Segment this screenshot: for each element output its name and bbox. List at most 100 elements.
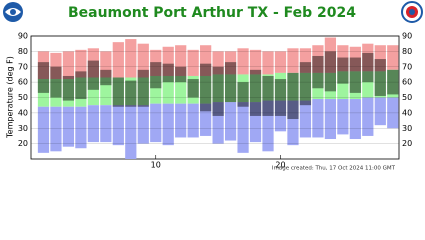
- record-high-bar: [274, 51, 287, 73]
- normal-bar: [62, 79, 75, 107]
- normal-bar: [175, 75, 187, 104]
- record-low-bar: [162, 103, 174, 146]
- record-high-bar: [262, 51, 274, 75]
- actual-bar: [387, 69, 399, 95]
- record-low-bar: [212, 102, 224, 144]
- y2-tick-label: 60: [402, 78, 412, 87]
- record-low-bar: [349, 99, 361, 140]
- y-tick-label: 30: [18, 124, 28, 133]
- actual-bar: [337, 57, 349, 84]
- normal-bar: [349, 71, 361, 100]
- normal-bar: [362, 71, 374, 98]
- y2-tick-label: 40: [402, 108, 412, 117]
- normal-bar: [274, 72, 287, 101]
- normal-bar: [112, 77, 124, 106]
- normal-bar: [200, 75, 212, 104]
- actual-bar: [75, 71, 87, 100]
- actual-bar: [150, 62, 162, 89]
- y-axis-label: Temperature (deg F): [6, 56, 15, 139]
- actual-bar: [62, 75, 75, 101]
- normal-bar: [337, 71, 349, 100]
- normal-bar: [237, 74, 249, 103]
- actual-bar: [37, 62, 50, 93]
- record-high-bar: [162, 46, 174, 76]
- record-low-bar: [187, 103, 199, 138]
- record-high-bar: [387, 45, 399, 70]
- x-tick-label: 20: [275, 161, 285, 170]
- y2-tick-label: 70: [402, 62, 412, 71]
- record-low-bar: [224, 102, 237, 141]
- record-low-bar: [75, 106, 87, 149]
- record-low-bar: [287, 100, 299, 146]
- record-high-bar: [362, 43, 374, 72]
- record-low-bar: [299, 100, 312, 138]
- y2-tick-label: 20: [402, 139, 412, 148]
- normal-bar: [87, 77, 99, 106]
- actual-bar: [50, 66, 62, 98]
- record-low-bar: [87, 105, 99, 143]
- normal-bar: [224, 74, 237, 103]
- y2-tick-label: 50: [402, 93, 412, 102]
- record-low-bar: [262, 100, 274, 152]
- record-high-bar: [312, 45, 324, 73]
- record-high-bar: [37, 51, 50, 80]
- actual-bar: [362, 52, 374, 83]
- record-high-bar: [337, 45, 349, 72]
- footer: Image created: Thu, 17 Oct 2024 11:00 GM…: [272, 166, 396, 172]
- record-high-bar: [112, 42, 124, 78]
- y-tick-label: 70: [18, 62, 28, 71]
- normal-bar: [125, 77, 137, 106]
- actual-bar: [100, 69, 112, 86]
- nws-logo: [401, 1, 423, 23]
- actual-bar: [237, 82, 249, 107]
- normal-bar: [100, 77, 112, 106]
- normal-bar: [37, 79, 50, 107]
- record-high-bar: [237, 48, 249, 75]
- record-low-bar: [337, 99, 349, 135]
- actual-bar: [224, 62, 237, 103]
- actual-bar: [162, 63, 174, 83]
- record-high-bar: [299, 48, 312, 73]
- record-high-bar: [200, 45, 212, 76]
- actual-bar: [175, 66, 187, 83]
- record-low-bar: [150, 103, 162, 143]
- normal-bar: [75, 77, 87, 107]
- normal-bar: [187, 75, 199, 104]
- record-high-bar: [249, 49, 262, 75]
- y-tick-label: 90: [18, 32, 28, 41]
- actual-bar: [299, 62, 312, 106]
- normal-bar: [50, 79, 62, 107]
- actual-bar: [262, 75, 274, 116]
- normal-bar: [374, 71, 386, 98]
- record-high-bar: [125, 39, 137, 78]
- x-tick-label: 10: [151, 161, 161, 170]
- y-tick-label: 20: [18, 139, 28, 148]
- record-high-bar: [100, 51, 112, 78]
- normal-bar: [162, 75, 174, 104]
- record-low-bar: [324, 99, 337, 140]
- normal-bar: [312, 72, 324, 100]
- actual-bar: [249, 69, 262, 116]
- record-high-bar: [150, 49, 162, 76]
- record-high-bar: [224, 51, 237, 75]
- normal-bar: [262, 74, 274, 101]
- actual-bar: [324, 51, 337, 92]
- record-low-bar: [312, 99, 324, 138]
- record-low-bar: [125, 105, 137, 159]
- record-low-bar: [62, 106, 75, 147]
- actual-bar: [112, 77, 124, 107]
- y-tick-label: 80: [18, 47, 28, 56]
- y-tick-label: 60: [18, 78, 28, 87]
- record-high-bar: [62, 51, 75, 80]
- record-low-bar: [274, 100, 287, 132]
- actual-bar: [137, 69, 149, 107]
- actual-bar: [212, 66, 224, 116]
- record-high-bar: [137, 43, 149, 78]
- record-high-bar: [374, 45, 386, 72]
- actual-bar: [287, 72, 299, 120]
- record-low-bar: [387, 97, 399, 129]
- noaa-logo: [3, 2, 23, 22]
- record-low-bar: [37, 106, 50, 153]
- normal-bar: [249, 74, 262, 103]
- actual-bar: [349, 57, 361, 93]
